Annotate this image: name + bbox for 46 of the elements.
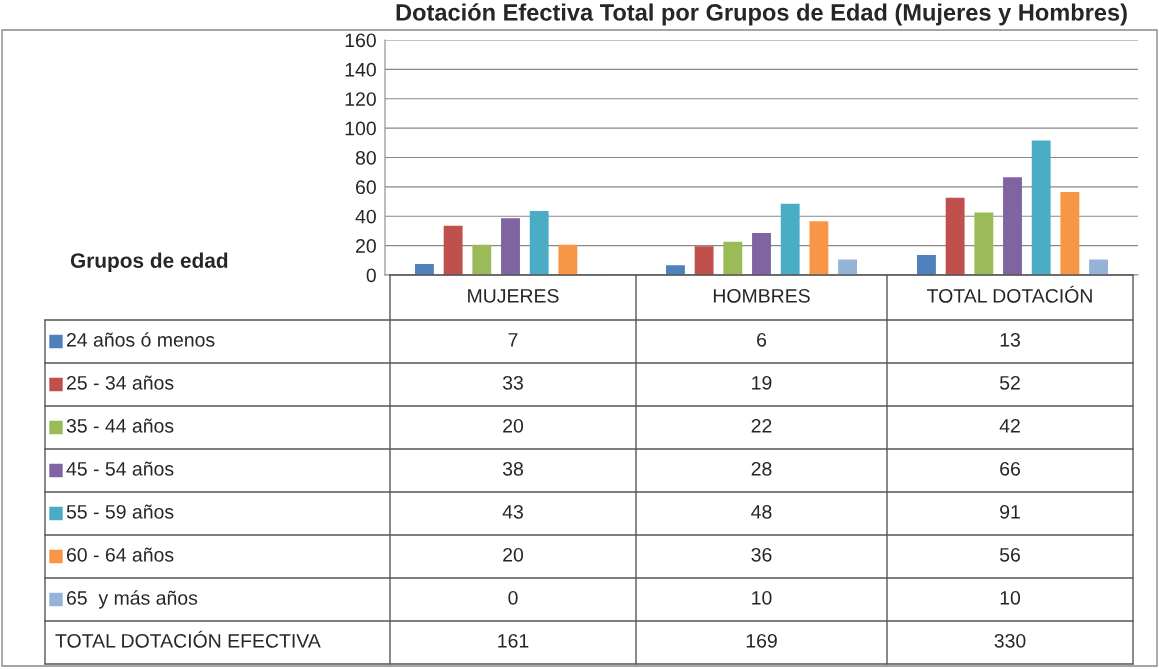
legend-label: 24 años ó menos bbox=[66, 332, 215, 347]
y-tick-label: 60 bbox=[356, 180, 376, 195]
data-label: 56 bbox=[999, 547, 1020, 562]
x-tick-label: HOMBRES bbox=[713, 288, 810, 303]
y-tick-label: 80 bbox=[355, 150, 376, 165]
legend-label: 25 - 34 años bbox=[66, 375, 174, 390]
x-tick-label: TOTAL DOTACIÓN bbox=[927, 285, 1092, 303]
data-label: 52 bbox=[999, 375, 1020, 390]
data-label: 19 bbox=[752, 375, 772, 390]
y-tick-label: 160 bbox=[345, 33, 376, 48]
y-tick-label: 120 bbox=[345, 92, 376, 106]
x-tick-label: MUJERES bbox=[468, 288, 559, 303]
data-label: 28 bbox=[751, 461, 772, 476]
data-label: 91 bbox=[1000, 504, 1020, 519]
data-label: 6 bbox=[757, 332, 767, 347]
data-label: 48 bbox=[751, 504, 772, 519]
legend-title: Grupos de edad bbox=[70, 252, 228, 272]
data-label: 20 bbox=[503, 547, 524, 562]
y-tick-label: 100 bbox=[345, 121, 376, 136]
data-label: 22 bbox=[751, 418, 772, 433]
data-label: 33 bbox=[502, 375, 523, 390]
legend-label: 60 - 64 años bbox=[66, 547, 174, 562]
data-label: 38 bbox=[502, 461, 523, 476]
data-label: 10 bbox=[752, 590, 772, 605]
y-tick-label: 140 bbox=[345, 62, 376, 77]
y-tick-label: 0 bbox=[366, 268, 376, 283]
chart-title: Dotación Efectiva Total por Grupos de Edad (Mujeres y Hombres) bbox=[396, 3, 1127, 26]
text: 161 bbox=[498, 633, 529, 648]
text: TOTAL DOTACIÓN EFECTIVA bbox=[55, 630, 321, 648]
data-label: 7 bbox=[508, 333, 518, 347]
data-label: 36 bbox=[751, 547, 772, 562]
data-label: 20 bbox=[503, 418, 524, 433]
legend-label: 65 y más años bbox=[66, 590, 198, 609]
y-tick-label: 40 bbox=[355, 209, 376, 224]
legend-label: 35 - 44 años bbox=[66, 418, 174, 433]
text: 169 bbox=[746, 633, 777, 648]
y-tick-label: 20 bbox=[356, 239, 376, 253]
text: 330 bbox=[994, 633, 1026, 648]
data-label: 66 bbox=[1000, 461, 1020, 476]
legend-label: 55 - 59 años bbox=[66, 504, 174, 519]
data-label: 42 bbox=[999, 418, 1020, 433]
data-label: 43 bbox=[502, 504, 523, 519]
data-label: 0 bbox=[508, 590, 518, 605]
data-label: 10 bbox=[1000, 590, 1021, 605]
data-label: 13 bbox=[1000, 332, 1020, 347]
legend-label: 45 - 54 años bbox=[66, 461, 174, 476]
